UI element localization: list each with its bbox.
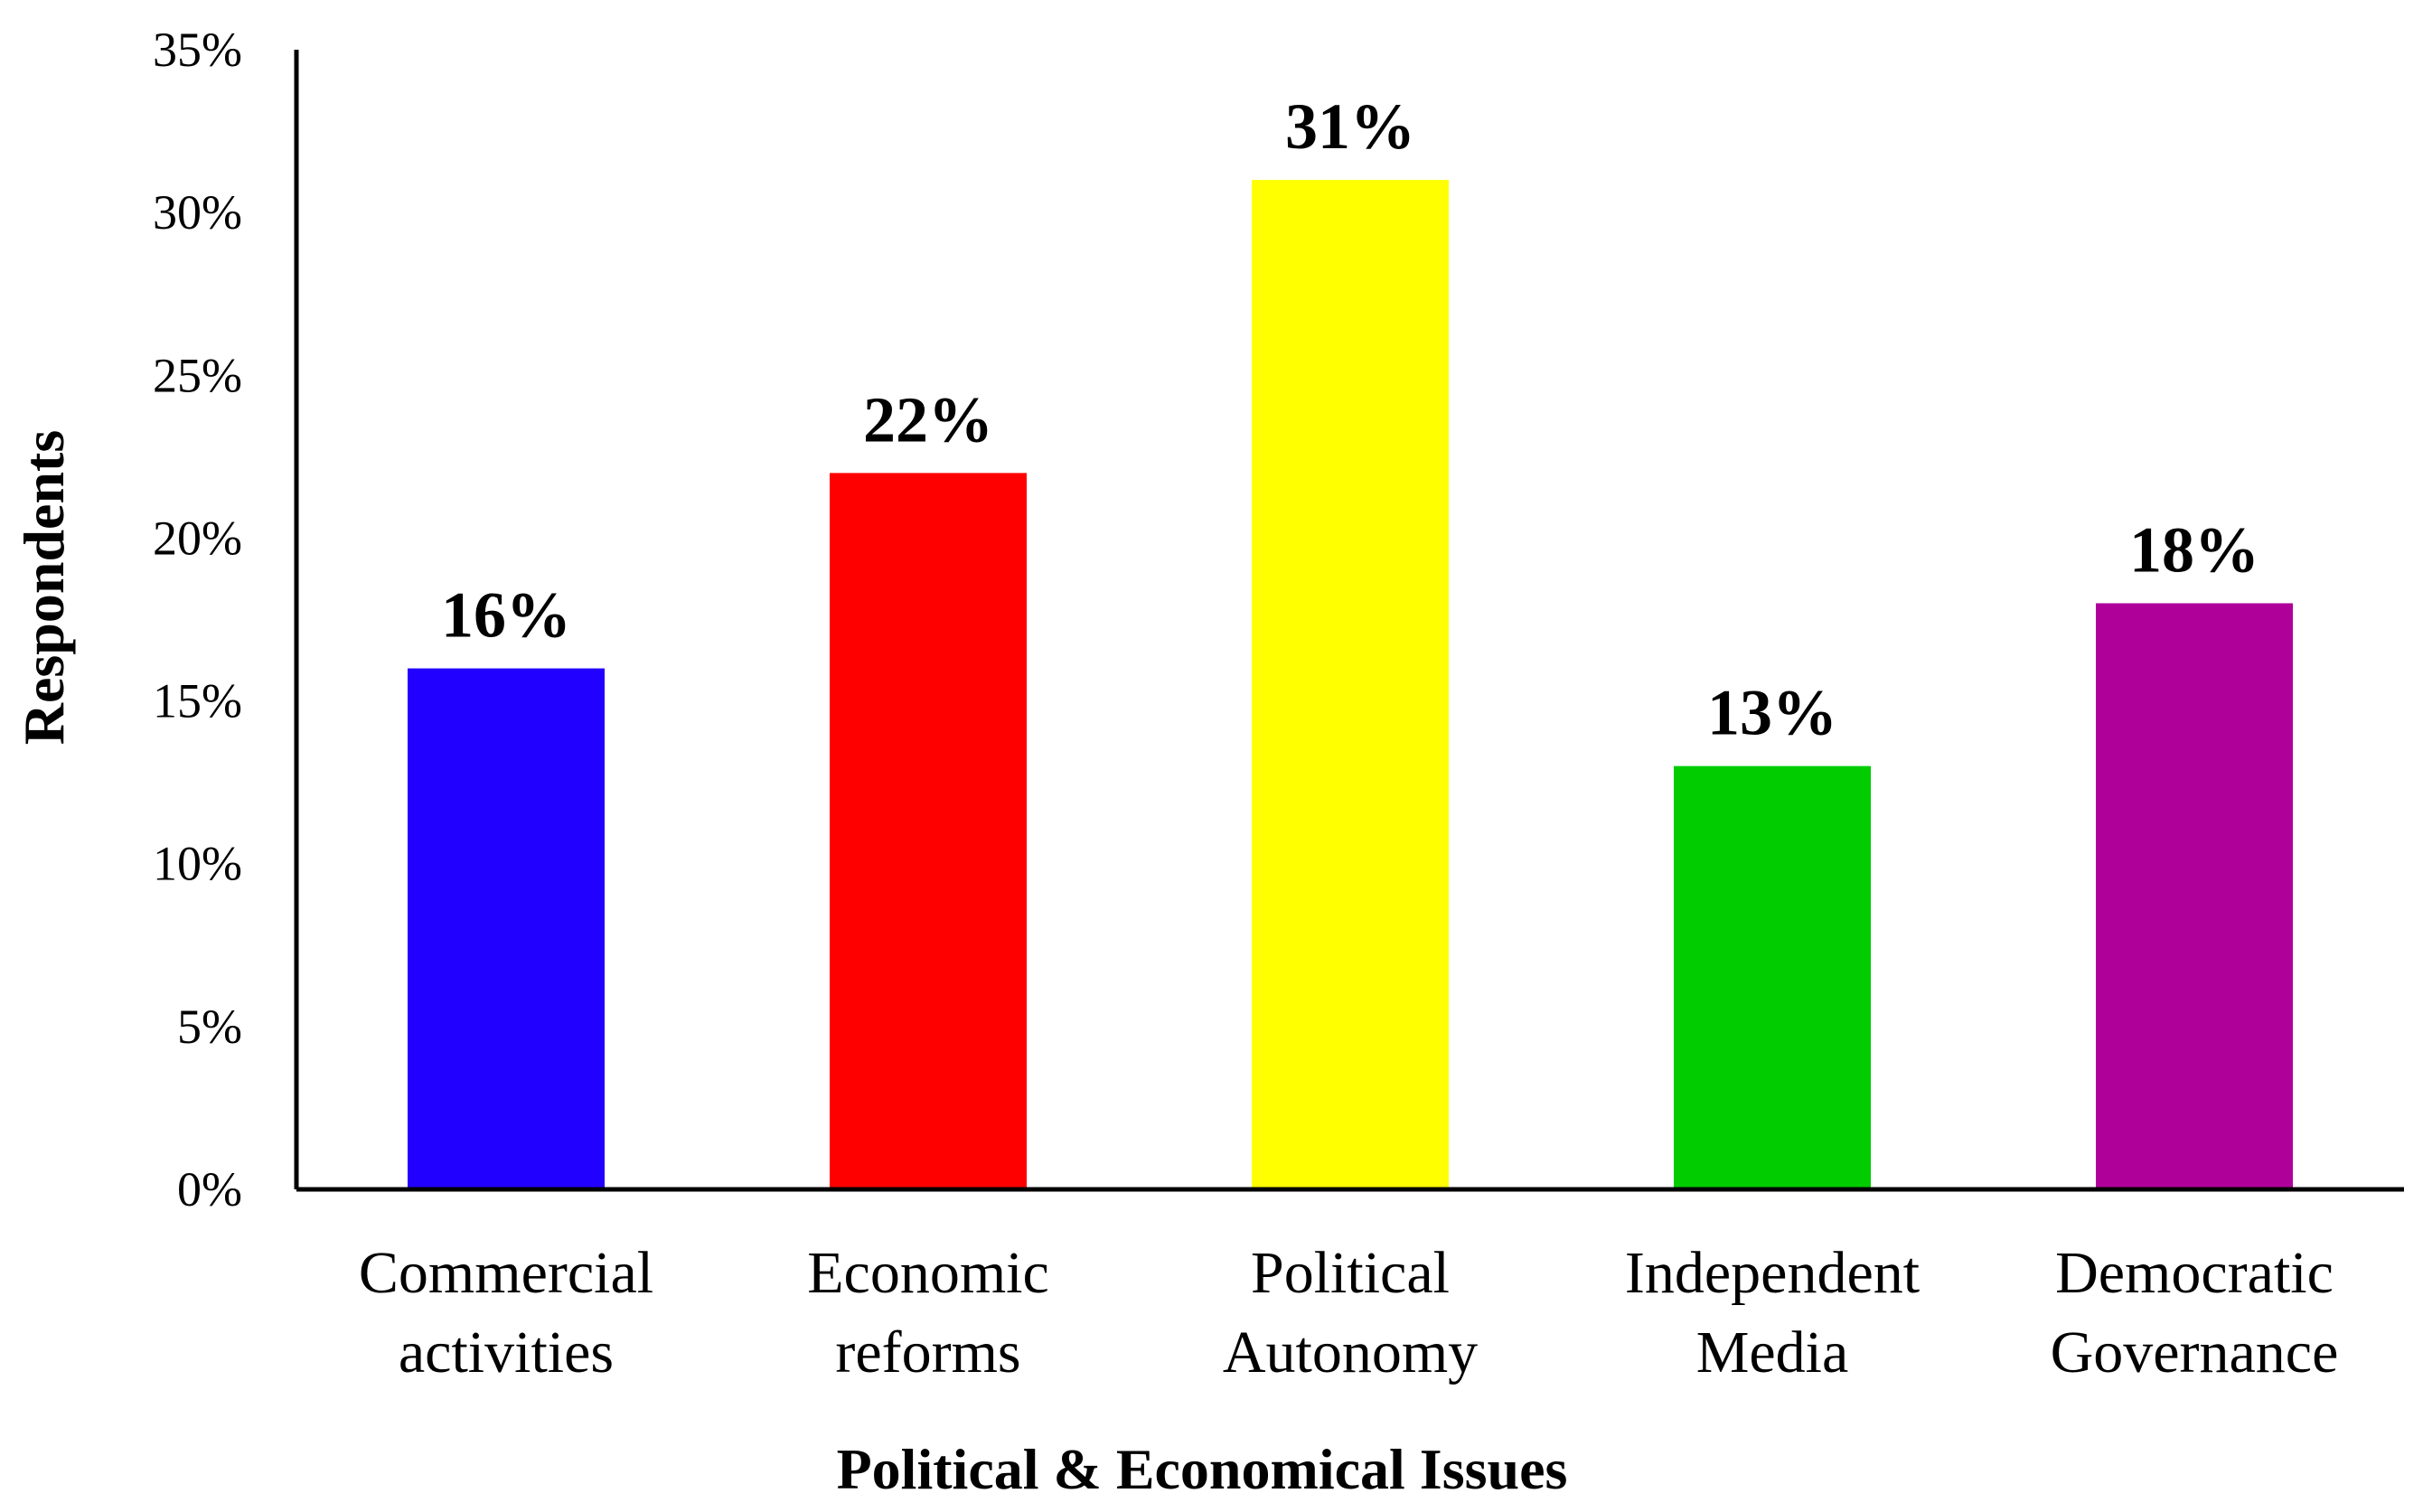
y-axis-title: Respondents [12,430,76,746]
data-label: 22% [863,383,993,455]
bar [1252,180,1449,1190]
y-tick-label: 15% [153,674,242,728]
x-tick-label: Governance [2051,1319,2339,1385]
data-label: 31% [1285,90,1415,163]
x-tick-label: Media [1696,1319,1849,1385]
x-tick-label: Political [1251,1240,1450,1306]
bar [408,668,605,1189]
data-label: 13% [1707,677,1837,749]
y-tick-label: 20% [153,511,242,565]
x-tick-label: activities [399,1319,614,1385]
y-tick-label: 30% [153,185,242,239]
y-axis-ticks: 0% 5% 10% 15% 20% 25% 30% 35% [153,23,242,1216]
x-tick-label: Economic [807,1240,1049,1306]
x-tick-label: Independent [1625,1240,1920,1306]
bars [408,180,2293,1190]
y-tick-label: 0% [177,1162,242,1216]
x-tick-label: Commercial [359,1240,653,1306]
y-tick-label: 5% [177,1000,242,1054]
bar [830,473,1027,1189]
x-tick-label: reforms [835,1319,1020,1385]
y-tick-label: 25% [153,348,242,402]
x-tick-label: Autonomy [1223,1319,1478,1385]
x-tick-label: Democratic [2055,1240,2334,1306]
bar [2096,603,2293,1189]
data-label: 18% [2129,513,2259,586]
bar [1674,765,1871,1189]
x-axis-category-labels: Commercial activities Economic reforms Polit… [359,1240,2339,1385]
y-tick-label: 35% [153,23,242,77]
y-tick-label: 10% [153,837,242,891]
data-label: 16% [441,579,571,652]
x-axis-title: Political & Economical Issues [837,1437,1568,1501]
data-labels: 16% 22% 31% 13% 18% [441,90,2259,749]
